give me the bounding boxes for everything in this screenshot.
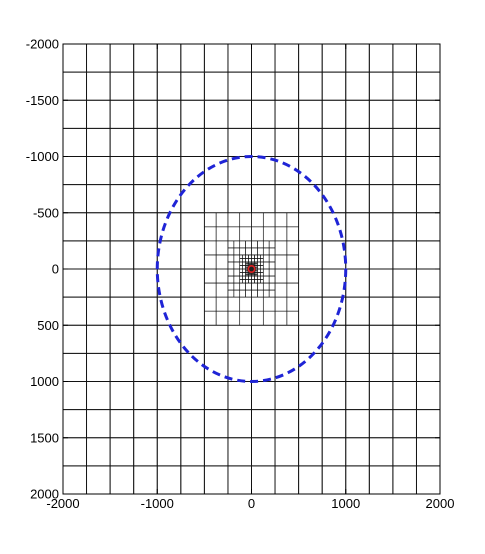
x-tick-label: 1000	[331, 496, 360, 511]
boundary-circle-layer	[155, 155, 348, 383]
center-marker-layer	[247, 264, 256, 273]
mesh-dense-core	[248, 263, 255, 275]
y-tick-label: -1000	[26, 149, 59, 164]
y-tick-label: 1500	[30, 430, 59, 445]
x-tick-label: -1000	[141, 496, 174, 511]
x-tick-label: -2000	[46, 496, 79, 511]
boundary-circle	[155, 155, 348, 383]
y-tick-label: 500	[37, 318, 59, 333]
axis-ticks: -2000 -1000 0 1000 2000-2000-1500-1000-50005…	[26, 37, 455, 512]
y-tick-label: 0	[52, 262, 59, 277]
y-tick-label: -500	[33, 205, 59, 220]
y-tick-label: -2000	[26, 37, 59, 52]
y-tick-label: -1500	[26, 93, 59, 108]
y-tick-label: 1000	[30, 374, 59, 389]
x-tick-label: 2000	[426, 496, 455, 511]
x-tick-label: 0	[248, 496, 255, 511]
center-marker	[247, 264, 256, 273]
y-tick-label: 2000	[30, 487, 59, 502]
